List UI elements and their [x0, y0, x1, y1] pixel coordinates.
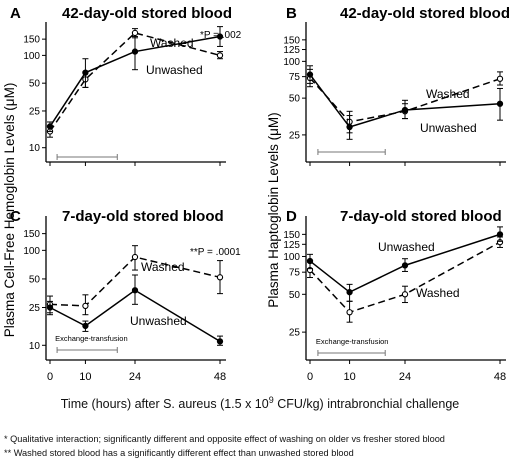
panel-c-x-tick-label-10: 10 — [79, 371, 91, 383]
panel-c-washed-point-10 — [82, 302, 89, 310]
panel-a-title: 42-day-old stored blood — [62, 5, 232, 22]
panel-c-unwashed-point-24 — [131, 287, 139, 294]
panel-c-unwashed-point-0 — [46, 304, 54, 311]
panel-d-washed-point-24 — [401, 291, 409, 298]
panel-d-label-washed: Washed — [416, 286, 460, 300]
panel-a-washed-point-48 — [216, 52, 224, 59]
panel-a-y-tick-label-100: 100 — [23, 51, 40, 62]
panel-d-title: 7-day-old stored blood — [340, 208, 502, 225]
panel-a-significance: *P = .002 — [200, 30, 242, 41]
panel-b-unwashed-point-48 — [496, 100, 504, 107]
panel-b-unwashed-point-10 — [346, 123, 353, 131]
panel-d-y-tick-label-125: 125 — [283, 240, 300, 251]
panel-a-unwashed-point-48 — [216, 33, 224, 40]
panel-c-letter: C — [10, 208, 21, 225]
panel-d-unwashed-point-10 — [346, 289, 353, 296]
panel-c-x-tick-label-24: 24 — [129, 371, 141, 383]
panel-b-unwashed-line — [309, 74, 501, 128]
panel-c-x-tick-label-0: 0 — [47, 371, 53, 383]
panel-a-y-tick-label-50: 50 — [29, 79, 41, 90]
panel-d-x-tick-label-10: 10 — [343, 371, 355, 383]
panel-d-x-tick-label-48: 48 — [494, 371, 506, 383]
panel-c-washed-point-24 — [131, 253, 139, 261]
panel-d-y-tick-label-25: 25 — [289, 328, 301, 339]
panel-b-y-tick-label-125: 125 — [283, 45, 300, 56]
panel-d-exchange-bar-label: Exchange-transfusion — [316, 337, 389, 346]
panel-c-y-tick-label-100: 100 — [23, 246, 40, 257]
panel-d-y-tick-label-100: 100 — [283, 252, 300, 263]
panel-b-unwashed-point-24 — [401, 106, 409, 114]
panel-c-unwashed-point-10 — [82, 322, 89, 330]
panel-b-letter: B — [286, 5, 297, 22]
panel-b-washed-point-48 — [496, 75, 504, 82]
panel-d-unwashed-point-0 — [306, 257, 314, 265]
panel-a-label-unwashed: Unwashed — [146, 63, 203, 77]
panel-c-y-tick-label-50: 50 — [29, 274, 41, 285]
x-axis-label-pre: Time (hours) after S. aureus (1.5 x 10 — [60, 397, 269, 412]
panel-a-washed-point-24 — [131, 29, 139, 37]
panel-d-washed-point-10 — [346, 309, 353, 316]
x-axis-label: Time (hours) after S. aureus (1.5 x 109 … — [0, 395, 520, 411]
panel-c-unwashed-point-48 — [216, 338, 224, 345]
panel-c-x-tick-label-48: 48 — [214, 371, 226, 383]
panel-a-unwashed-point-0 — [46, 123, 54, 130]
panel-b-label-washed: Washed — [426, 87, 470, 101]
panel-a-label-washed: Washed — [150, 36, 194, 50]
panel-c-significance: **P = .0001 — [190, 247, 241, 258]
panel-a-y-tick-label-150: 150 — [23, 35, 40, 46]
panel-b-title: 42-day-old stored blood — [340, 5, 510, 22]
panel-a-letter: A — [10, 5, 21, 22]
panel-d-unwashed-line — [309, 233, 501, 294]
panel-c-title: 7-day-old stored blood — [62, 208, 224, 225]
panel-d-y-tick-label-150: 150 — [283, 230, 300, 241]
panel-b-label-unwashed: Unwashed — [420, 121, 477, 135]
footnote-washed-effect: ** Washed stored blood has a significant… — [4, 448, 354, 458]
panel-b-y-tick-label-50: 50 — [289, 94, 301, 105]
panel-c-exchange-bar-label: Exchange-transfusion — [55, 334, 128, 343]
panel-c-washed-point-48 — [216, 274, 224, 281]
panel-c-unwashed-line — [49, 289, 221, 343]
panel-d-x-tick-label-24: 24 — [399, 371, 411, 383]
panel-b-unwashed-point-0 — [306, 71, 314, 78]
panel-c-washed-line — [49, 256, 221, 307]
panel-d-x-tick-label-0: 0 — [307, 371, 313, 383]
panel-c-label-unwashed: Unwashed — [130, 314, 187, 328]
panel-b-y-tick-label-75: 75 — [289, 72, 301, 83]
panel-a-unwashed-line — [49, 35, 221, 127]
panel-b-washed-line — [309, 77, 501, 123]
panel-d-unwashed-point-24 — [401, 262, 409, 269]
panel-d-y-tick-label-50: 50 — [289, 290, 301, 301]
x-axis-label-post: CFU/kg) intrabronchial challenge — [273, 397, 460, 412]
y-axis-label-hemoglobin: Plasma Cell-Free Hemoglobin Levels (μM) — [2, 83, 17, 338]
panel-d-letter: D — [286, 208, 297, 225]
panel-d-y-tick-label-75: 75 — [289, 268, 301, 279]
panel-a-unwashed-point-10 — [82, 69, 89, 76]
panel-d-label-unwashed: Unwashed — [378, 240, 435, 254]
panel-b-y-tick-label-100: 100 — [283, 57, 300, 68]
x-axis-label-exponent: 9 — [268, 395, 274, 405]
panel-c-y-tick-label-150: 150 — [23, 229, 40, 240]
panel-c-y-tick-label-10: 10 — [29, 341, 41, 352]
panel-b-y-tick-label-25: 25 — [289, 130, 301, 141]
panel-a-y-tick-label-10: 10 — [29, 143, 41, 154]
panel-a-y-tick-label-25: 25 — [29, 106, 41, 117]
panel-c-y-tick-label-25: 25 — [29, 303, 41, 314]
footnote-qualitative-interaction: * Qualitative interaction; significantly… — [4, 434, 445, 444]
y-axis-label-haptoglobin: Plasma Haptoglobin Levels (μM) — [266, 112, 281, 307]
panel-b-y-tick-label-150: 150 — [283, 35, 300, 46]
panel-a-unwashed-point-24 — [131, 48, 139, 55]
panel-d-unwashed-point-48 — [496, 231, 504, 238]
panel-d-washed-line — [309, 241, 501, 314]
panel-c-label-washed: Washed — [141, 260, 185, 274]
